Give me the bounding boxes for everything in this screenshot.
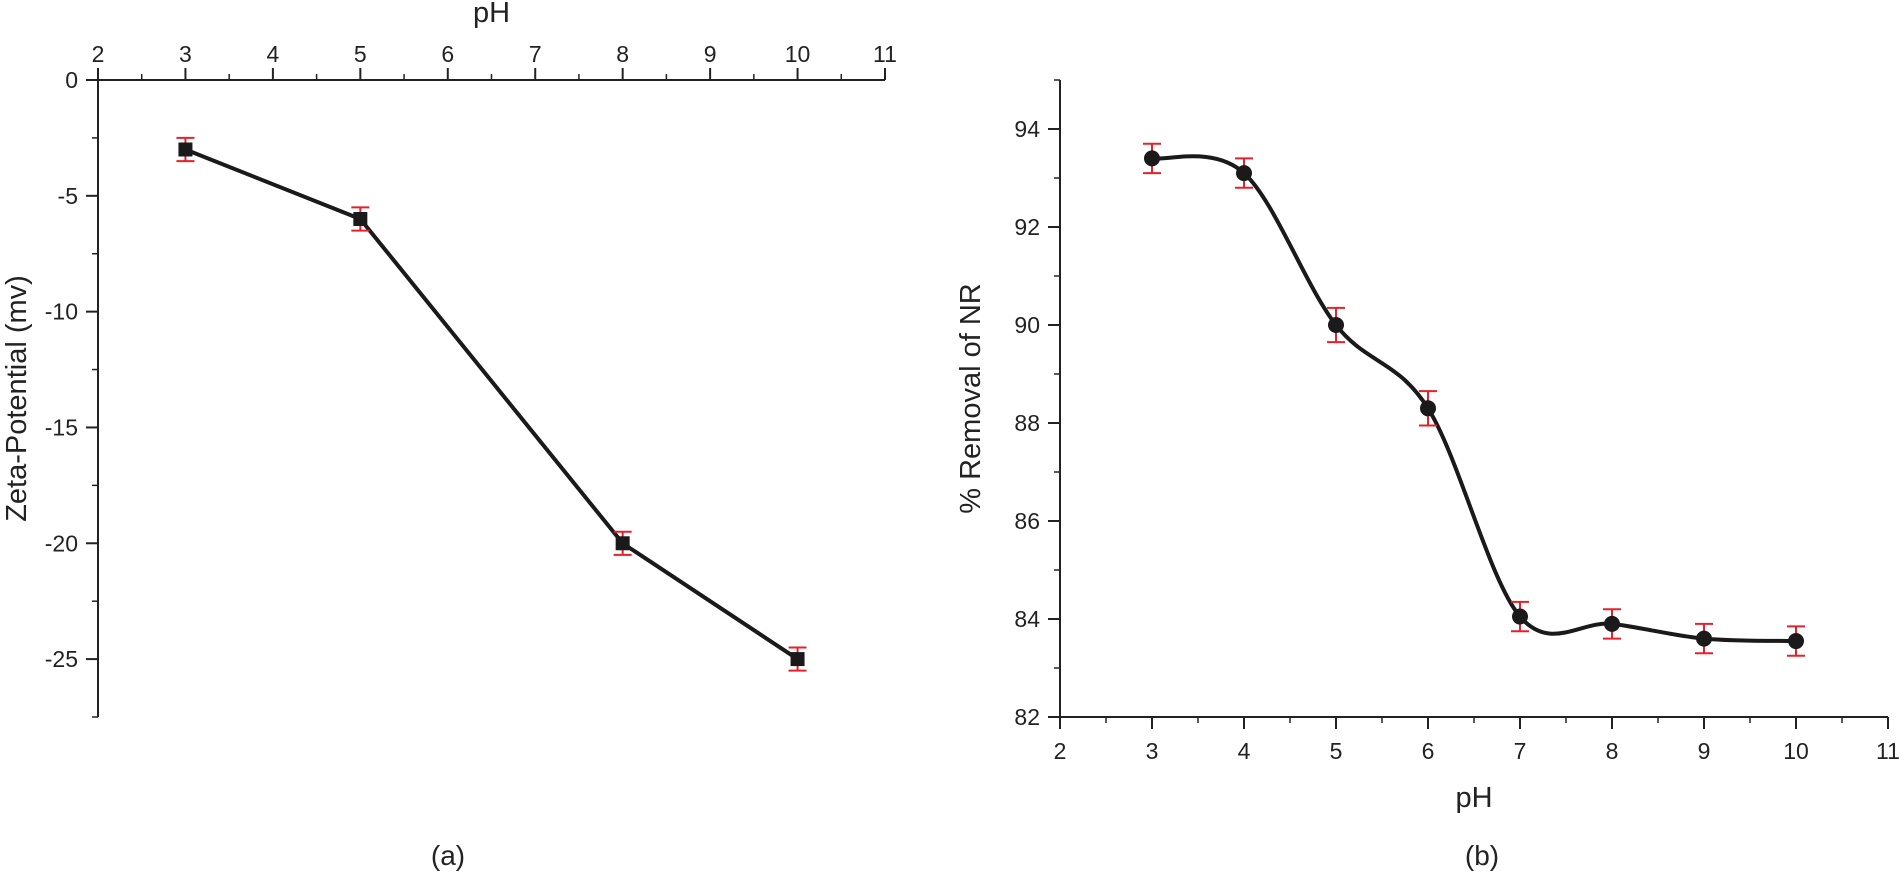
a-x-tick-label: 2 [92,41,105,67]
a-x-tick-label: 5 [354,41,367,67]
panel-a-x-axis-title: pH [473,0,510,29]
a-data-point [178,142,193,157]
b-y-tick-label: 90 [1014,312,1040,338]
b-x-tick-label: 6 [1422,738,1435,764]
a-x-tick-label: 6 [441,41,454,67]
b-x-tick-label: 9 [1698,738,1711,764]
panel-a-axes [97,79,885,717]
b-x-tick-label: 7 [1514,738,1527,764]
b-x-tick-label: 8 [1606,738,1619,764]
panel-a-zeta-potential-chart: 2 3 4 5 6 7 8 9 10 11 0 -5 -10 -15 -20 -25 pH Zeta-Pote… [1,0,897,871]
a-data-point [353,211,368,226]
b-data-point [1236,165,1252,182]
a-series-path [184,147,799,661]
a-x-tick-label: 10 [785,41,811,67]
b-data-point [1420,400,1436,417]
b-data-point [1144,150,1160,167]
panel-b-removal-chart: 2 3 4 5 6 7 8 9 10 11 82 84 86 88 90 92 94 pH % Removal … [955,79,1900,871]
panel-a-caption: (a) [431,840,465,871]
b-data-point [1788,633,1804,650]
a-x-tick-label: 3 [179,41,192,67]
panel-b-series-curve [1151,154,1797,644]
b-y-tick-label: 88 [1014,410,1040,436]
b-y-tick-label: 94 [1014,116,1040,142]
a-y-tick-label: -20 [45,530,78,556]
panel-b-ticks: 2 3 4 5 6 7 8 9 10 11 82 84 86 88 90 92 94 [1014,79,1900,764]
a-x-tick-label: 9 [704,41,717,67]
panel-b-y-axis-title: % Removal of NR [955,283,987,513]
a-y-tick-label: -25 [45,646,78,672]
a-x-tick-label: 7 [529,41,542,67]
panel-b-axes [1059,80,1888,718]
a-y-tick-label: 0 [65,67,78,93]
a-x-tick-label: 4 [266,41,279,67]
b-y-tick-label: 92 [1014,214,1040,240]
b-x-tick-label: 11 [1876,738,1900,764]
a-data-point [615,536,630,551]
a-data-point [790,652,805,667]
panel-a-series-line [184,147,799,661]
b-series-path [1151,154,1797,644]
b-x-tick-label: 5 [1330,738,1343,764]
a-x-tick-label: 8 [616,41,629,67]
b-x-tick-label: 10 [1783,738,1809,764]
a-y-tick-label: -5 [58,183,78,209]
panel-a-ticks: 2 3 4 5 6 7 8 9 10 11 0 -5 -10 -15 -20 -25 [45,41,897,718]
b-y-tick-label: 86 [1014,508,1040,534]
a-y-tick-label: -10 [45,299,78,325]
panel-b-caption: (b) [1465,840,1499,871]
b-x-tick-label: 3 [1146,738,1159,764]
panel-b-data-points [1144,150,1804,650]
b-data-point [1604,615,1620,632]
b-y-tick-label: 82 [1014,704,1040,730]
panel-a-error-bars [176,136,807,672]
b-x-tick-label: 4 [1238,738,1251,764]
b-y-tick-label: 84 [1014,606,1040,632]
b-data-point [1512,608,1528,625]
b-x-tick-label: 2 [1054,738,1067,764]
panel-a-y-axis-title: Zeta-Potential (mv) [1,275,33,522]
b-data-point [1328,317,1344,333]
panel-a-data-points [178,142,805,667]
panel-b-error-bars [1143,142,1805,657]
b-data-point [1696,630,1712,647]
a-x-tick-label: 11 [873,41,897,67]
panel-b-x-axis-title: pH [1455,782,1492,814]
a-y-tick-label: -15 [45,414,78,440]
